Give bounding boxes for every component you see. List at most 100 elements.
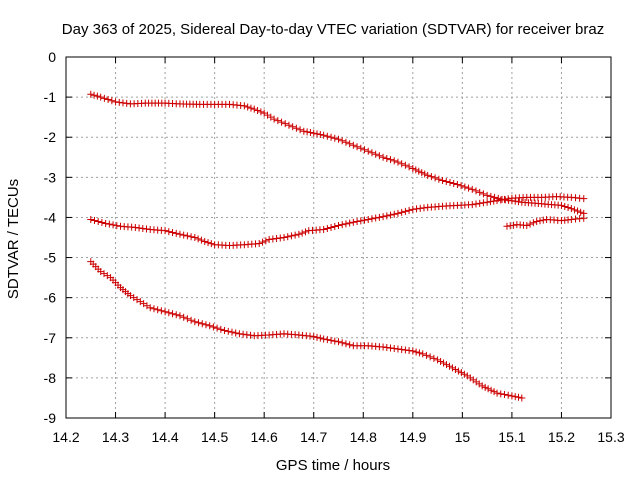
data-point <box>434 356 442 364</box>
data-point <box>285 121 293 129</box>
data-point <box>87 215 95 223</box>
data-point <box>427 173 435 181</box>
data-point <box>349 218 357 226</box>
data-point <box>292 124 300 132</box>
data-point <box>217 325 225 333</box>
data-point <box>415 167 423 175</box>
data-point <box>481 383 489 391</box>
data-point <box>180 313 188 321</box>
series-track-3 <box>87 258 526 402</box>
data-point <box>398 346 406 354</box>
data-point <box>270 115 278 123</box>
x-tick-label: 14.8 <box>350 429 377 445</box>
data-point <box>310 129 318 137</box>
data-point <box>379 153 387 161</box>
data-point <box>346 140 354 148</box>
data-point <box>390 345 398 353</box>
x-tick-label: 15.3 <box>597 429 624 445</box>
data-point <box>232 329 240 337</box>
data-point <box>448 364 456 372</box>
data-point <box>420 204 428 212</box>
data-point <box>94 217 102 225</box>
data-point <box>150 305 158 313</box>
data-point <box>278 118 286 126</box>
data-point <box>504 391 512 399</box>
data-point <box>146 304 154 312</box>
data-point <box>394 345 402 353</box>
data-point <box>446 179 454 187</box>
data-point <box>112 98 120 106</box>
data-point <box>453 181 461 189</box>
data-point <box>401 161 409 169</box>
data-point <box>493 197 501 205</box>
data-point <box>257 108 265 116</box>
data-point <box>313 130 321 138</box>
data-point <box>204 239 212 247</box>
data-point <box>169 228 177 236</box>
data-point <box>244 103 252 111</box>
data-point <box>518 394 526 402</box>
data-point <box>338 339 346 347</box>
x-tick-label: 14.5 <box>201 429 228 445</box>
data-point <box>394 158 402 166</box>
data-point <box>323 224 331 232</box>
data-point <box>424 171 432 179</box>
data-point <box>515 393 523 401</box>
x-tick-label: 14.9 <box>399 429 426 445</box>
data-point <box>289 123 297 131</box>
y-tick-label: -5 <box>44 250 57 266</box>
data-point <box>418 169 426 177</box>
data-point <box>353 218 361 226</box>
data-point <box>539 216 547 224</box>
data-point <box>100 94 108 102</box>
data-point <box>476 199 484 207</box>
data-point <box>490 388 498 396</box>
data-point <box>320 131 328 139</box>
x-tick-label: 15.2 <box>548 429 575 445</box>
data-point <box>383 154 391 162</box>
data-point <box>451 365 459 373</box>
data-point <box>437 357 445 365</box>
data-point <box>472 200 480 208</box>
data-point <box>430 354 438 362</box>
data-point <box>194 235 202 243</box>
data-point <box>379 213 387 221</box>
data-point <box>274 117 282 125</box>
data-point <box>422 351 430 359</box>
data-point <box>259 238 267 246</box>
x-axis-label: GPS time / hours <box>276 457 390 474</box>
data-point <box>276 234 284 242</box>
data-point <box>323 132 331 140</box>
data-point <box>102 219 110 227</box>
data-point <box>405 347 413 355</box>
data-point <box>338 221 346 229</box>
data-point <box>416 204 424 212</box>
data-point <box>500 391 508 399</box>
data-point <box>461 183 469 191</box>
data-point <box>342 340 350 348</box>
y-tick-label: -6 <box>44 290 57 306</box>
data-point <box>457 369 465 377</box>
data-point <box>401 346 409 354</box>
data-point <box>97 93 105 101</box>
data-point <box>213 324 221 332</box>
data-point <box>574 207 582 215</box>
data-point <box>224 327 232 335</box>
data-point <box>281 120 289 128</box>
data-point <box>161 227 169 235</box>
data-point <box>580 195 588 203</box>
data-point <box>398 208 406 216</box>
data-point <box>503 222 511 230</box>
data-point <box>172 311 180 319</box>
data-point <box>523 221 531 229</box>
data-point <box>306 129 314 137</box>
x-tick-label: 14.7 <box>300 429 327 445</box>
data-point <box>165 309 173 317</box>
data-point <box>412 348 420 356</box>
data-point <box>202 321 210 329</box>
data-point <box>104 96 112 104</box>
data-point <box>497 196 505 204</box>
data-point <box>298 229 306 237</box>
y-tick-label: -4 <box>44 209 57 225</box>
data-point <box>493 389 501 397</box>
